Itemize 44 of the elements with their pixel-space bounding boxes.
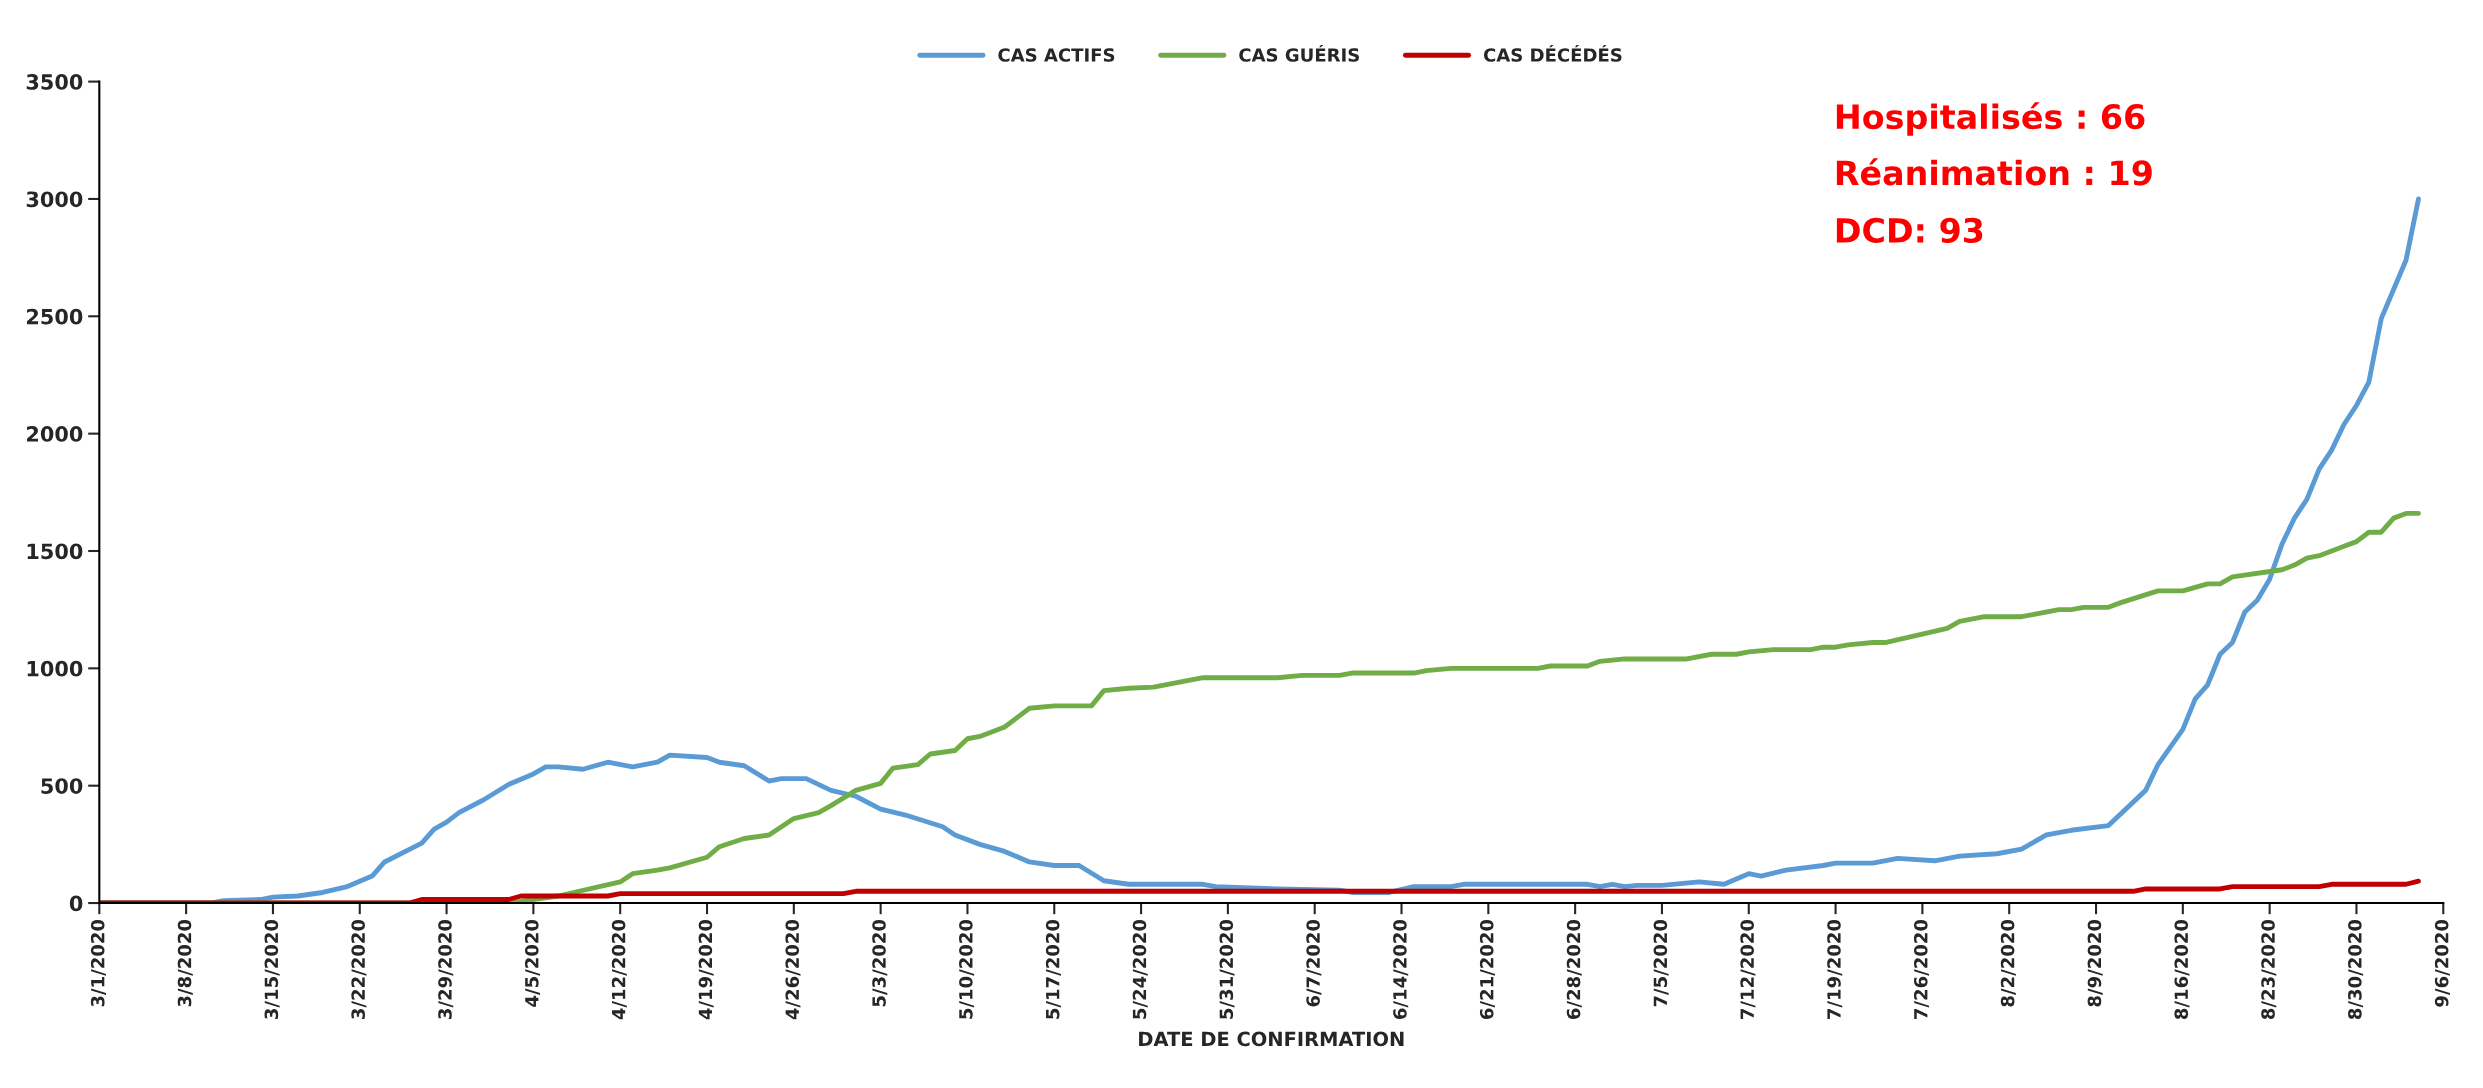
x-tick-label: 8/23/2020 bbox=[2261, 919, 2277, 1020]
x-tick-label: 7/19/2020 bbox=[1827, 919, 1843, 1019]
x-tick-label: 5/31/2020 bbox=[1219, 919, 1235, 1019]
legend-label: CAS DÉCÉDÉS bbox=[1483, 44, 1622, 62]
x-tick-label: 5/17/2020 bbox=[1045, 919, 1061, 1019]
x-tick-label: 3/22/2020 bbox=[351, 919, 367, 1019]
x-tick-label: 8/30/2020 bbox=[2348, 919, 2364, 1020]
x-tick-label: 6/28/2020 bbox=[1566, 919, 1582, 1020]
x-tick-label: 4/26/2020 bbox=[785, 919, 801, 1020]
y-tick-label: 3500 bbox=[26, 74, 83, 90]
x-tick-label: 4/5/2020 bbox=[524, 919, 541, 1007]
annotation: DCD: 93 bbox=[1836, 217, 1983, 243]
x-tick-label: 3/15/2020 bbox=[264, 919, 280, 1019]
x-tick-label: 8/16/2020 bbox=[2174, 919, 2190, 1020]
x-tick-label: 5/10/2020 bbox=[959, 919, 975, 1019]
x-tick-label: 4/12/2020 bbox=[611, 919, 627, 1020]
x-tick-label: 7/12/2020 bbox=[1740, 919, 1756, 1019]
x-tick-label: 4/19/2020 bbox=[698, 919, 714, 1020]
line-series bbox=[99, 878, 2421, 904]
x-tick-label: 5/3/2020 bbox=[872, 919, 888, 1007]
annotation: Hospitalisés : 66 bbox=[1836, 102, 2145, 136]
legend-label: CAS GUÉRIS bbox=[1239, 44, 1359, 62]
x-tick-label: 7/26/2020 bbox=[1913, 919, 1930, 1019]
y-tick-label: 2500 bbox=[27, 308, 83, 325]
x-tick-label: 8/2/2020 bbox=[2000, 919, 2016, 1007]
y-tick-label: 1000 bbox=[27, 660, 83, 677]
y-tick-label: 3000 bbox=[26, 191, 83, 208]
y-tick-label: 1500 bbox=[27, 543, 83, 560]
x-tick-label: 8/9/2020 bbox=[2087, 919, 2103, 1007]
x-tick-label: 3/29/2020 bbox=[438, 919, 454, 1019]
y-tick-label: 2000 bbox=[27, 426, 83, 442]
x-tick-label: 6/21/2020 bbox=[1479, 919, 1495, 1020]
legend-label: CAS ACTIFS bbox=[998, 48, 1115, 62]
x-tick-label: 3/8/2020 bbox=[177, 919, 193, 1007]
x-tick-label: 3/1/2020 bbox=[90, 919, 106, 1007]
x-tick-label: 5/24/2020 bbox=[1132, 919, 1148, 1019]
x-tick-label: 9/6/2020 bbox=[2434, 919, 2450, 1007]
x-axis-title: DATE DE CONFIRMATION bbox=[1139, 1031, 1404, 1047]
x-tick-label: 7/5/2020 bbox=[1653, 919, 1669, 1007]
x-tick-label: 6/7/2020 bbox=[1306, 919, 1322, 1007]
x-tick-label: 6/14/2020 bbox=[1393, 919, 1409, 1020]
annotation: Réanimation : 19 bbox=[1836, 158, 2152, 186]
y-tick-label: 0 bbox=[69, 895, 83, 912]
y-tick-label: 500 bbox=[41, 778, 83, 794]
